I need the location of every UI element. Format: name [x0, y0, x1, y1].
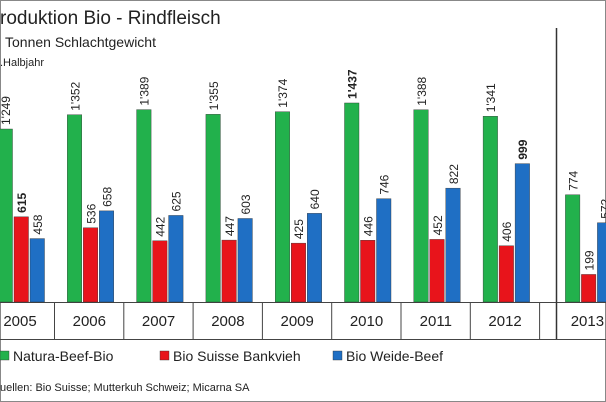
bar: [237, 218, 253, 303]
bar: [83, 227, 99, 303]
legend-label: Bio Suisse Bankvieh: [173, 348, 301, 364]
x-tick-label: 2012: [488, 313, 521, 330]
bar: [565, 194, 581, 303]
value-label: 1'374: [276, 78, 290, 107]
value-label: 536: [84, 203, 98, 223]
legend-swatch: [332, 350, 343, 361]
value-label: 406: [500, 221, 514, 241]
bar: [498, 245, 514, 303]
bar: [67, 114, 83, 303]
bar: [581, 274, 597, 303]
legend-swatch: [159, 350, 170, 361]
value-label: 774: [566, 170, 580, 190]
value-label: 1'341: [484, 83, 498, 112]
note: .Halbjahr: [0, 57, 44, 69]
value-label: 1'437: [346, 69, 360, 99]
bar: [429, 239, 445, 303]
bar: [205, 114, 221, 303]
bar: [376, 198, 392, 303]
value-label: 615: [15, 192, 29, 212]
bar: [445, 187, 461, 303]
bar: [29, 238, 45, 303]
value-label: 1'249: [0, 96, 13, 125]
value-label: 822: [447, 164, 461, 184]
value-label: 452: [431, 215, 445, 235]
x-tick-label: 2011: [420, 313, 452, 330]
value-label: 572: [598, 198, 606, 218]
x-tick-label: 2008: [211, 313, 244, 330]
value-label: 640: [308, 189, 322, 209]
bar: [291, 242, 306, 303]
bar: [13, 216, 29, 303]
value-label: 625: [170, 191, 184, 211]
chart-subtitle: Tonnen Schlachtgewicht: [5, 34, 156, 50]
value-label: 199: [582, 250, 596, 270]
bar: [152, 240, 168, 303]
bar: [307, 213, 322, 303]
x-tick-label: 2007: [142, 313, 175, 330]
bar: [597, 222, 606, 303]
chart-title: roduktion Bio - Rindfleisch: [0, 8, 221, 29]
bar: [136, 109, 152, 303]
value-label: 1'355: [207, 81, 221, 110]
bar: [482, 116, 498, 303]
value-label: 446: [362, 216, 376, 236]
legend-label: Natura-Beef-Bio: [13, 348, 114, 364]
bar: [99, 210, 115, 303]
value-label: 1'352: [68, 81, 82, 110]
legend-label: Bio Weide-Beef: [346, 348, 443, 364]
bar: [221, 239, 237, 303]
value-label: 999: [516, 139, 530, 159]
x-tick-label: 2013: [571, 313, 604, 330]
bar: [514, 163, 530, 303]
value-label: 1'389: [138, 76, 152, 105]
x-tick-label: 2009: [281, 313, 314, 330]
bar: [275, 111, 290, 303]
x-tick-label: 2006: [73, 313, 106, 330]
value-label: 425: [292, 219, 306, 239]
value-label: 746: [378, 174, 392, 194]
value-label: 442: [154, 216, 168, 236]
bar: [344, 102, 360, 303]
source: uellen: Bio Suisse; Mutterkuh Schweiz; M…: [0, 382, 250, 394]
bar: [413, 109, 429, 303]
bar: [360, 240, 376, 303]
value-label: 1'388: [415, 76, 429, 105]
value-label: 658: [100, 187, 114, 207]
bar: [0, 128, 13, 303]
bar: [168, 215, 184, 303]
value-label: 458: [31, 214, 45, 234]
x-tick-label: 2005: [3, 313, 36, 330]
x-tick-label: 2010: [350, 313, 383, 330]
value-label: 447: [223, 216, 237, 236]
value-label: 603: [239, 194, 253, 214]
legend-swatch: [0, 350, 10, 361]
